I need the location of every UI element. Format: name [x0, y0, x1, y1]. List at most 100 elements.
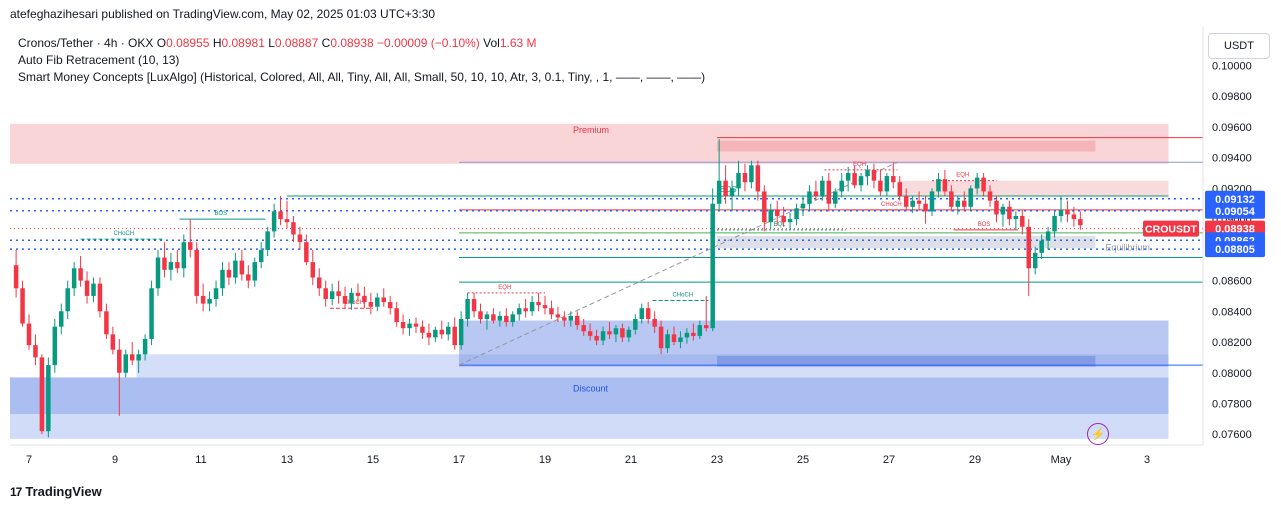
candle-body-131 — [858, 176, 864, 186]
candle-body-36 — [246, 274, 251, 281]
zone-label-equilibrium: Equilibrium — [1105, 242, 1150, 252]
candle-body-12 — [91, 283, 96, 296]
y-tick-label-5: 0.08600 — [1212, 276, 1252, 288]
chart-legend: Cronos/Tether · 4h · OKX O0.08955 H0.089… — [18, 35, 705, 86]
candle-body-71 — [471, 299, 477, 312]
candle-body-101 — [665, 334, 670, 349]
candle-body-134 — [878, 180, 883, 192]
candle-body-11 — [84, 280, 90, 296]
symbol-label[interactable]: Cronos/Tether · 4h · OKX — [18, 36, 154, 50]
structure-label-10: EQL — [774, 222, 787, 228]
candle-body-21 — [149, 288, 154, 339]
candle-body-119 — [781, 216, 786, 223]
candle-body-80 — [529, 302, 535, 312]
chart-frame[interactable]: Premium Discount Equilibrium BOS BOS CHoCH CHo… — [0, 27, 1281, 473]
candle-body-4 — [39, 357, 45, 432]
candle-body-37 — [252, 262, 257, 281]
candle-body-160 — [1045, 231, 1051, 241]
candle-body-157 — [1026, 226, 1031, 269]
candle-body-83 — [549, 308, 554, 315]
candle-body-148 — [968, 188, 973, 207]
indicator-smc[interactable]: Smart Money Concepts [LuxAlgo] (Historic… — [18, 70, 706, 84]
open-label: O — [156, 36, 167, 50]
y-tick-label-10: 0.09800 — [1212, 91, 1252, 103]
candle-body-143 — [936, 179, 941, 192]
x-tick-label-3: 13 — [281, 454, 293, 466]
currency-button[interactable]: USDT — [1208, 33, 1270, 59]
candle-body-15 — [110, 334, 116, 350]
candle-body-29 — [200, 295, 206, 304]
candle-body-123 — [807, 191, 812, 204]
candle-body-139 — [910, 200, 915, 207]
x-tick-label-4: 15 — [367, 454, 379, 466]
x-tick-label-7: 21 — [625, 454, 637, 466]
candle-body-76 — [504, 315, 509, 323]
candle-body-99 — [652, 318, 657, 327]
y-tick-label-0: 0.07600 — [1212, 429, 1252, 441]
candle-body-65 — [433, 329, 438, 338]
candle-body-41 — [278, 211, 283, 220]
candle-body-117 — [768, 209, 773, 223]
close-value: 0.08938 — [330, 36, 374, 50]
candle-body-120 — [787, 219, 793, 223]
candle-body-113 — [742, 172, 748, 183]
candle-body-2 — [26, 323, 32, 346]
y-tick-label-11: 0.10000 — [1212, 60, 1252, 72]
candle-body-145 — [949, 191, 954, 207]
footer-brand[interactable]: 17 TradingView — [10, 484, 102, 499]
candle-body-147 — [962, 200, 967, 207]
candle-body-102 — [671, 334, 677, 343]
candle-body-55 — [368, 302, 374, 307]
candle-body-0 — [13, 265, 19, 289]
candle-body-7 — [59, 311, 64, 327]
candle-body-84 — [555, 314, 561, 318]
price-badge-name-bg-2 — [1143, 220, 1199, 237]
price-chart[interactable]: Premium Discount Equilibrium BOS BOS CHoCH CHo… — [0, 27, 1281, 473]
candle-body-96 — [633, 318, 638, 330]
structure-label-5: CHoCH — [881, 202, 902, 208]
bolt-icon[interactable]: ⚡ — [1087, 423, 1109, 445]
candle-body-52 — [349, 292, 354, 304]
candle-body-95 — [626, 329, 632, 338]
candle-body-107 — [704, 325, 709, 329]
candle-body-126 — [826, 180, 832, 204]
footer-brand-name: TradingView — [25, 484, 102, 499]
candle-body-122 — [800, 203, 806, 209]
zone-premium-inner2 — [897, 180, 1169, 197]
indicator-fib[interactable]: Auto Fib Retracement (10, 13) — [18, 53, 180, 67]
zone-discount-inner — [717, 355, 1096, 367]
candle-body-149 — [974, 177, 980, 189]
candle-body-144 — [942, 179, 948, 192]
candle-body-103 — [678, 337, 683, 343]
candle-body-38 — [258, 249, 264, 263]
ohlc-row: Cronos/Tether · 4h · OKX O0.08955 H0.089… — [18, 35, 705, 52]
candle-body-20 — [142, 338, 148, 355]
candle-body-90 — [594, 335, 599, 341]
candle-body-159 — [1039, 240, 1044, 253]
candle-body-105 — [691, 332, 696, 336]
structure-label-4: CHoCH — [672, 293, 693, 299]
y-tick-label-3: 0.08200 — [1212, 337, 1252, 349]
candle-body-100 — [658, 326, 664, 349]
zone-equilibrium — [717, 236, 1096, 249]
candle-body-93 — [613, 328, 619, 335]
x-tick-label-9: 25 — [797, 454, 809, 466]
candle-body-1 — [20, 288, 25, 324]
candle-body-152 — [994, 200, 999, 215]
structure-label-3: CHoCH — [344, 300, 365, 306]
candle-body-63 — [420, 326, 425, 333]
candle-body-110 — [723, 180, 728, 197]
candle-body-49 — [329, 291, 335, 300]
candle-body-31 — [213, 288, 219, 300]
candle-body-45 — [304, 242, 309, 263]
structure-label-2: CHoCH — [113, 231, 134, 237]
zone-label-discount: Discount — [573, 383, 609, 393]
high-label: H — [212, 36, 222, 50]
structure-label-1: BOS — [215, 211, 228, 217]
x-tick-label-0: 7 — [26, 454, 32, 466]
candle-body-142 — [929, 191, 935, 212]
candle-body-165 — [1078, 219, 1083, 226]
candle-body-81 — [536, 302, 541, 306]
candle-body-59 — [394, 308, 399, 323]
candle-body-104 — [684, 332, 690, 338]
